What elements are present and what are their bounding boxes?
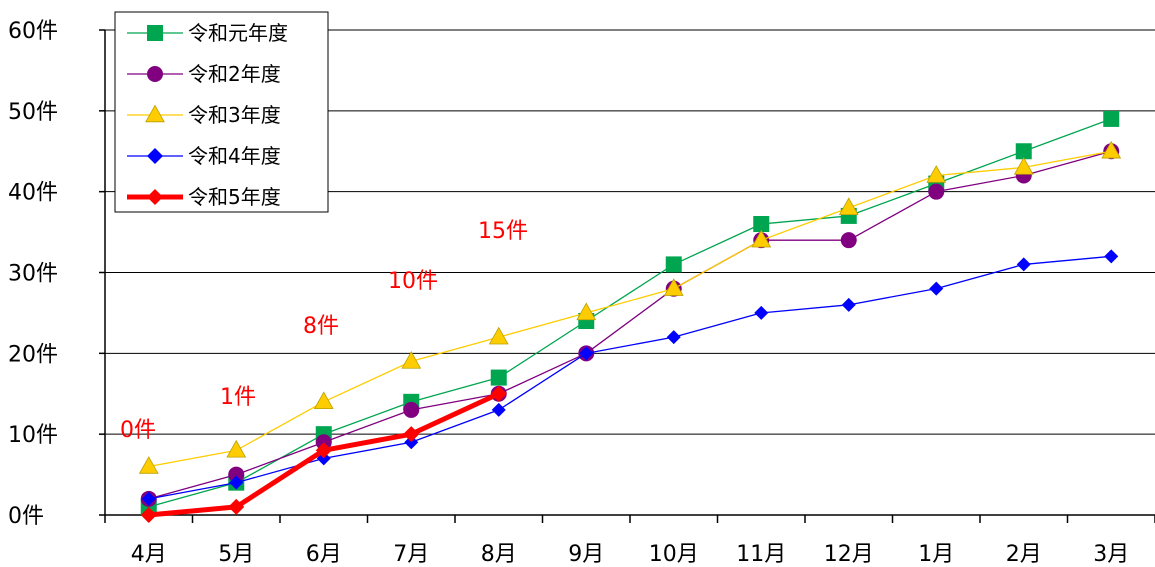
series-2-point-1 [226, 439, 247, 458]
legend-item-0: 令和元年度 [127, 21, 288, 45]
x-tick-label-3: 7月 [393, 542, 429, 567]
series-4-point-2 [315, 442, 332, 459]
y-tick-label-3: 30件 [8, 262, 58, 287]
series-1-point-3 [403, 401, 420, 418]
series-3-point-7 [754, 305, 769, 320]
annotations: 0件 1件 8件 10件 15件 [120, 219, 528, 443]
x-tick-label-2: 6月 [306, 542, 342, 567]
series-3-point-4 [491, 402, 506, 417]
series-1-point-9 [928, 183, 945, 200]
series-layer [138, 110, 1122, 523]
series-1-point-2 [315, 434, 332, 451]
legend-label-4: 令和5年度 [188, 185, 281, 209]
x-axis-ticks: 4月 5月 6月 7月 8月 9月 10月 11月 12月 1月 2月 3月 [104, 515, 1155, 567]
series-line-2 [148, 150, 1112, 468]
series-2-point-11 [1101, 140, 1122, 159]
series-3-point-6 [666, 330, 681, 345]
series-1-point-1 [228, 466, 245, 483]
series-line-0 [148, 118, 1112, 508]
legend-item-2: 令和3年度 [127, 103, 281, 127]
series-3-point-0 [141, 491, 156, 506]
series-2-point-9 [926, 165, 947, 183]
legend-swatch-marker-4 [147, 189, 163, 205]
x-tick-label-10: 2月 [1006, 542, 1042, 567]
series-4-point-4 [490, 385, 507, 402]
series-4-point-1 [228, 498, 245, 515]
annotation-label-0: 0件 [120, 418, 156, 443]
x-tick-label-1: 5月 [218, 542, 254, 567]
annotation-label-3: 10件 [388, 269, 438, 294]
series-4 [140, 385, 507, 523]
series-0-point-10 [1015, 143, 1032, 160]
series-0-point-6 [665, 256, 682, 273]
series-2-point-6 [663, 278, 684, 296]
series-4-point-3 [403, 426, 420, 443]
x-tick-label-0: 4月 [131, 542, 167, 567]
series-1-point-8 [840, 232, 857, 249]
y-tick-label-1: 10件 [8, 423, 58, 448]
series-2-point-0 [138, 456, 159, 474]
x-tick-label-5: 9月 [568, 542, 604, 567]
series-3 [141, 249, 1119, 506]
series-2-point-4 [488, 326, 509, 345]
series-2-point-10 [1013, 156, 1034, 175]
x-tick-label-4: 8月 [481, 542, 517, 567]
x-tick-label-7: 11月 [736, 542, 786, 567]
series-2-point-3 [401, 350, 422, 369]
legend-label-2: 令和3年度 [188, 103, 281, 127]
legend-label-3: 令和4年度 [188, 144, 281, 168]
annotation-label-1: 1件 [220, 385, 256, 410]
y-axis-ticks: 0件 10件 20件 30件 40件 50件 60件 [8, 19, 105, 529]
annotation-label-4: 15件 [478, 219, 528, 244]
series-2-point-5 [576, 302, 597, 321]
series-3-point-3 [404, 435, 419, 450]
legend-swatch-marker-2 [145, 104, 165, 123]
legend-label-1: 令和2年度 [188, 62, 281, 86]
legend-label-0: 令和元年度 [188, 21, 288, 45]
annotation-label-2: 8件 [303, 314, 339, 339]
series-3-point-5 [579, 346, 594, 361]
series-3-point-9 [929, 281, 944, 296]
legend-item-3: 令和4年度 [127, 144, 281, 168]
x-tick-label-6: 10月 [649, 542, 699, 567]
legend-box [114, 11, 329, 213]
legend-swatch-marker-0 [147, 25, 163, 41]
series-4-point-0 [140, 507, 157, 523]
y-tick-label-5: 50件 [8, 100, 58, 125]
series-3-point-1 [229, 475, 244, 490]
y-tick-label-0: 0件 [8, 504, 44, 529]
series-2-point-8 [838, 197, 859, 216]
series-2 [138, 140, 1122, 474]
legend-swatch-marker-3 [147, 148, 163, 164]
y-tick-label-2: 20件 [8, 342, 58, 367]
series-0-point-7 [753, 216, 770, 232]
series-0-point-4 [490, 369, 507, 386]
x-tick-label-8: 12月 [824, 542, 874, 567]
series-3-point-11 [1104, 249, 1119, 264]
series-line-1 [148, 150, 1112, 500]
y-tick-label-4: 40件 [8, 181, 58, 206]
series-0-point-11 [1103, 110, 1120, 127]
x-tick-label-11: 3月 [1093, 542, 1129, 567]
series-2-point-2 [313, 391, 334, 410]
series-3-point-10 [1016, 257, 1031, 272]
series-3-point-8 [841, 297, 856, 312]
y-tick-label-6: 60件 [8, 19, 58, 44]
legend-swatch-marker-1 [147, 66, 163, 82]
legend-item-1: 令和2年度 [127, 62, 281, 86]
legend-item-4: 令和5年度 [127, 185, 281, 209]
x-tick-label-9: 1月 [918, 542, 954, 567]
series-2-point-7 [751, 229, 772, 248]
